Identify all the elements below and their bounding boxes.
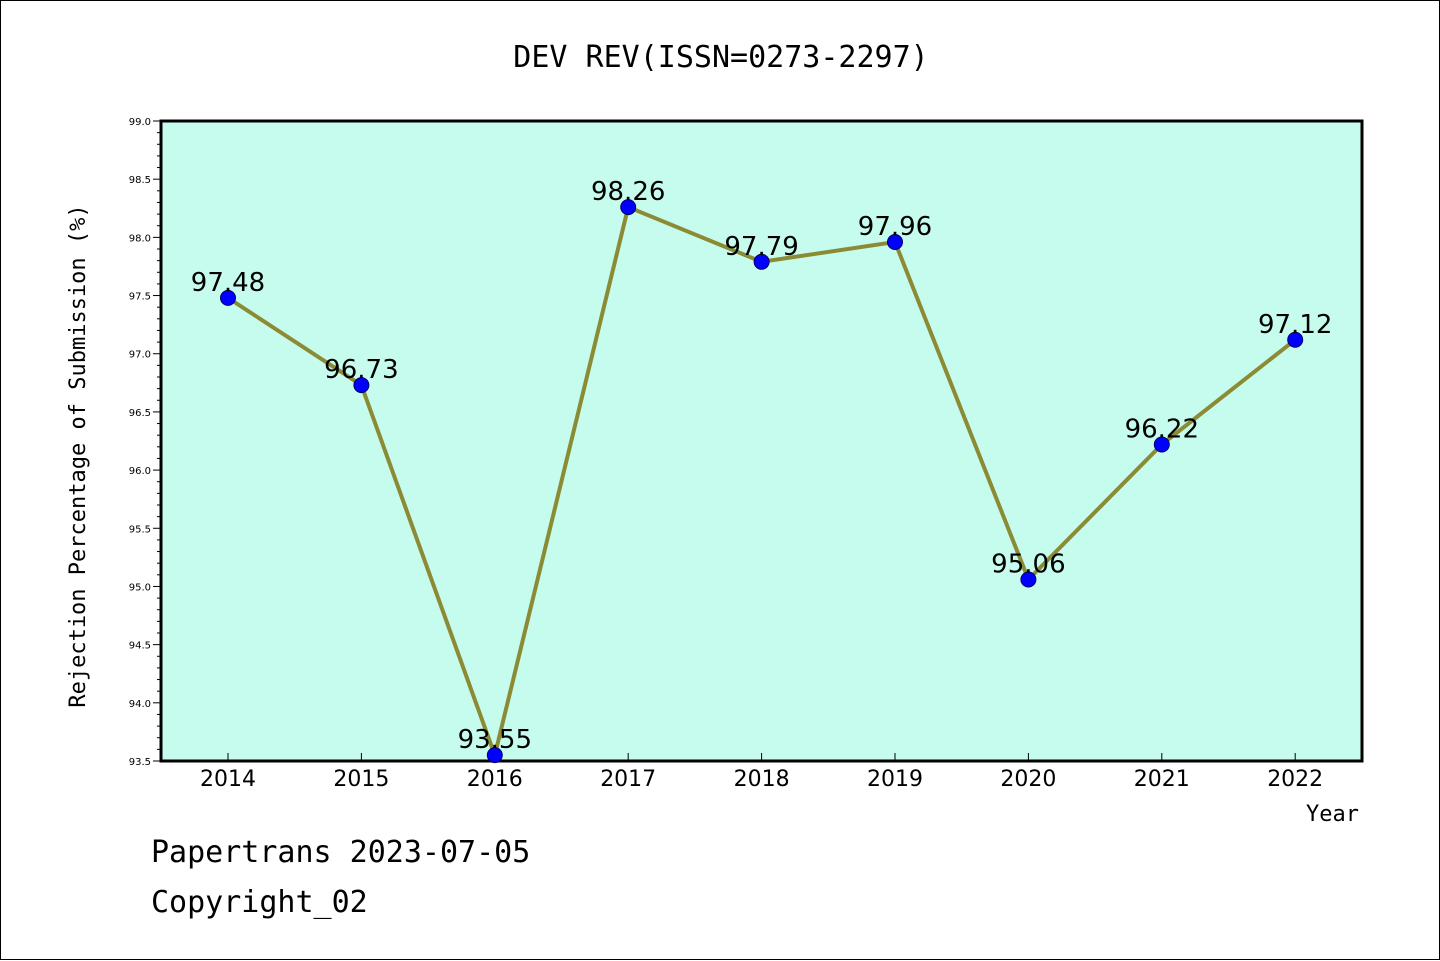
x-tick-label: 2022 [1267,767,1323,792]
y-tick-label: 98.0 [129,233,151,244]
data-label: 98.26 [591,177,665,207]
footer-date: Papertrans 2023-07-05 [151,835,531,870]
x-axis: 2014 2015 2016 2017 2018 2019 2020 2021 2022 [200,753,1323,792]
footer-copyright: Copyright_02 [151,885,368,920]
data-label: 97.96 [858,212,932,242]
y-tick-label: 94.5 [129,641,151,652]
data-labels: 97.48 96.73 93.55 98.26 97.79 97.96 95.06 96.22… [191,177,1333,755]
x-tick-label: 2020 [1000,767,1056,792]
y-tick-label: 96.5 [129,408,151,419]
data-point [220,289,236,306]
data-label: 95.06 [991,549,1065,579]
data-point [1153,436,1170,453]
x-tick-label: 2018 [734,767,790,792]
x-tick-label: 2016 [467,767,523,792]
data-point [353,377,370,394]
data-label: 97.48 [191,268,265,298]
x-tick-label: 2017 [600,767,656,792]
x-tick-label: 2019 [867,767,923,792]
data-point [1287,331,1304,348]
data-label: 96.73 [324,355,398,385]
x-tick-label: 2015 [333,767,389,792]
y-tick-label: 97.5 [129,292,151,303]
y-tick-label: 94.0 [129,699,151,710]
x-tick-label: 2014 [200,767,256,792]
data-label: 93.55 [458,725,532,755]
x-axis-label: Year [1306,802,1359,827]
data-point [486,747,503,764]
y-tick-label: 95.0 [129,582,151,593]
y-tick-label: 98.5 [129,175,151,186]
y-tick-label: 96.0 [129,466,151,477]
data-label: 97.79 [724,232,798,262]
data-series [220,199,1304,764]
y-tick-label: 93.5 [129,757,151,768]
y-axis: 93.5 94.0 94.5 95.0 95.5 96.0 96.5 97.0 97.5 98.0… [129,117,161,768]
y-tick-label: 95.5 [129,524,151,535]
data-label: 97.12 [1258,310,1332,340]
data-label: 96.22 [1125,414,1199,444]
x-tick-label: 2021 [1134,767,1190,792]
data-point [620,199,637,216]
chart-title: DEV REV(ISSN=0273-2297) [513,40,928,75]
y-axis-label: Rejection Percentage of Submission (%) [66,204,91,707]
data-point [1020,571,1037,588]
y-tick-label: 97.0 [129,350,151,361]
y-tick-label: 99.0 [129,117,151,128]
data-point [887,234,903,251]
data-point [753,253,770,270]
